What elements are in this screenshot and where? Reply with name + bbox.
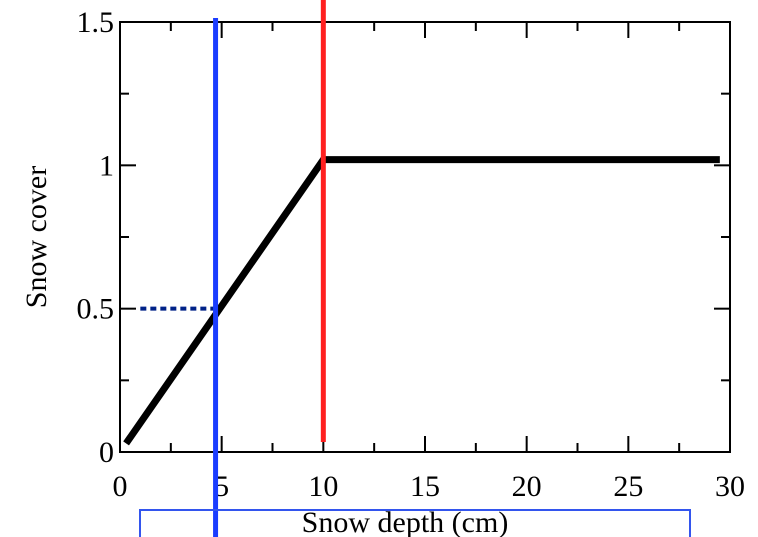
x-tick-label: 20 (512, 470, 542, 503)
x-axis-ticks (119, 22, 731, 452)
annotation-box (139, 509, 691, 537)
y-tick-label: 0.5 (77, 293, 115, 326)
x-tick-label: 15 (410, 470, 440, 503)
y-axis-ticks (120, 21, 730, 453)
y-axis-tick-labels: 0 0.5 1 1.5 (77, 6, 115, 469)
x-tick-label: 10 (308, 470, 338, 503)
threshold-lines (213, 0, 326, 537)
x-axis-tick-labels: 0 5 10 15 20 25 30 (113, 470, 746, 503)
y-tick-label: 0 (99, 436, 114, 469)
y-tick-label: 1.5 (77, 6, 115, 39)
x-tick-label: 25 (613, 470, 643, 503)
plot-frame (119, 21, 731, 453)
y-axis-title: Snow cover (20, 166, 53, 308)
x-tick-label: 30 (715, 470, 745, 503)
y-tick-label: 1 (99, 149, 114, 182)
x-tick-label: 0 (113, 470, 128, 503)
x-axis-title: Snow depth (cm) (302, 506, 509, 537)
